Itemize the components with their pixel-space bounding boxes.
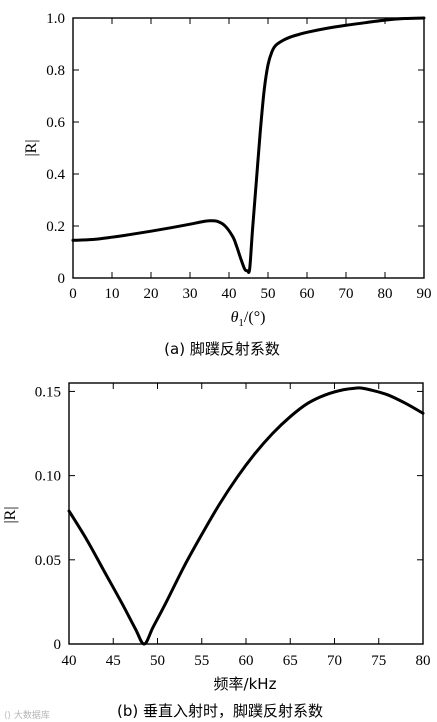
chart-b-ytick-label: 0.10	[35, 469, 61, 485]
chart-a-xlabel-unit: /(°)	[244, 309, 266, 326]
chart-a-ytick-label: 0.4	[46, 167, 65, 183]
chart-a-xlabel-sub: 1	[238, 317, 244, 329]
chart-a-ytick-label: 1.0	[46, 11, 65, 27]
chart-b-xtick-label: 75	[371, 653, 386, 669]
chart-b-ytick-label: 0	[54, 637, 62, 653]
chart-a-xlabel-var: θ	[231, 309, 239, 326]
chart-b-xtick-label: 50	[150, 653, 165, 669]
chart-a-xtick-label: 20	[144, 286, 159, 302]
chart-b-reflection-coefficient-vs-frequency: 40 45 50 55 60 65 70 75 80 0 0.05 0.10 0.15 |R| 频率/k…	[2, 382, 431, 720]
watermark-text: ⟨⟩ 大数据库	[4, 709, 50, 721]
chart-b-xlabel: 频率/kHz	[214, 675, 277, 693]
chart-a-xtick-label: 10	[105, 286, 120, 302]
chart-a-xtick-label: 30	[183, 286, 198, 302]
chart-b-xtick-label: 65	[283, 653, 298, 669]
chart-b-ticks: 40 45 50 55 60 65 70 75 80 0 0.05 0.10 0.15	[35, 383, 431, 669]
chart-a-xtick-label: 70	[339, 286, 354, 302]
chart-a-ytick-label: 0.2	[46, 219, 65, 235]
chart-b-series-line	[67, 386, 425, 646]
chart-b-xtick-label: 70	[327, 653, 342, 669]
chart-b-caption: (b) 垂直入射时，脚蹼反射系数	[117, 702, 323, 720]
chart-a-ytick-label: 0.8	[46, 63, 65, 79]
chart-b-ytick-label: 0.15	[35, 384, 61, 400]
chart-b-ylabel: |R|	[2, 506, 19, 523]
chart-a-xtick-label: 40	[222, 286, 237, 302]
chart-a-xtick-label: 50	[261, 286, 276, 302]
chart-a-series-line	[71, 16, 426, 274]
chart-b-xtick-label: 40	[62, 653, 77, 669]
chart-b-xtick-label: 80	[416, 653, 431, 669]
chart-a-plot-frame	[72, 17, 425, 279]
chart-a-xtick-label: 60	[300, 286, 315, 302]
chart-b-xtick-label: 60	[239, 653, 254, 669]
chart-a-xtick-label: 0	[69, 286, 77, 302]
chart-b-xtick-label: 45	[106, 653, 121, 669]
chart-a-ytick-label: 0	[58, 271, 66, 287]
chart-a-xtick-label: 80	[378, 286, 393, 302]
chart-a-xlabel: θ1/(°)	[231, 309, 266, 329]
chart-a-caption: (a) 脚蹼反射系数	[164, 340, 280, 358]
chart-a-ylabel: |R|	[23, 139, 40, 156]
chart-a-ytick-label: 0.6	[46, 115, 65, 131]
chart-b-ytick-label: 0.05	[35, 553, 61, 569]
chart-a-ticks: 0 10 20 30 40 50 60 70 80 90 0 0.2 0.4 0.6 0.8 1.0	[46, 11, 431, 302]
chart-a-xtick-label: 90	[417, 286, 432, 302]
chart-b-xtick-label: 55	[194, 653, 209, 669]
